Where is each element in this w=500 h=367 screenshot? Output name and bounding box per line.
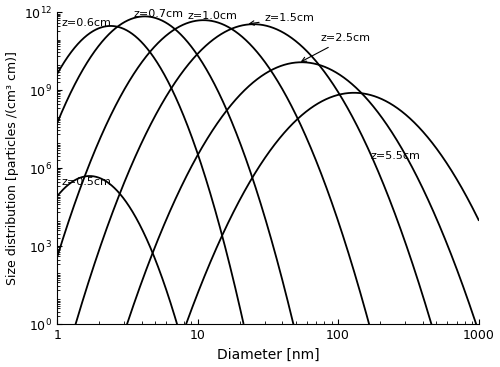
Text: z=1.0cm: z=1.0cm xyxy=(188,11,238,21)
Text: z=5.5cm: z=5.5cm xyxy=(370,151,420,161)
Y-axis label: Size distribution [particles /(cm³ cm)]: Size distribution [particles /(cm³ cm)] xyxy=(6,51,18,285)
X-axis label: Diameter [nm]: Diameter [nm] xyxy=(216,348,319,361)
Text: z=2.5cm: z=2.5cm xyxy=(302,33,370,61)
Text: z=0.7cm: z=0.7cm xyxy=(134,8,184,19)
Text: z=0.5cm: z=0.5cm xyxy=(62,177,112,187)
Text: z=0.6cm: z=0.6cm xyxy=(62,18,112,28)
Text: z=1.5cm: z=1.5cm xyxy=(250,13,314,25)
